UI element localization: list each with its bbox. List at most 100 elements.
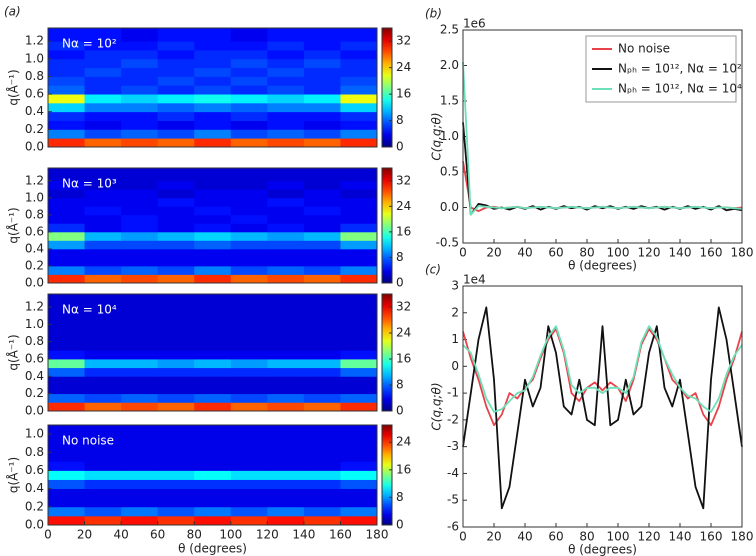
heatmap-cell — [303, 497, 341, 508]
heatmap-cell — [194, 315, 232, 325]
heatmap-cell — [157, 102, 195, 113]
heatmap-cell — [48, 180, 85, 190]
y-tick-label: 0.2 — [25, 386, 44, 400]
colorbar-tick-label: 32 — [396, 34, 411, 48]
y-axis-label: q(Å⁻¹) — [6, 207, 21, 243]
heatmap-cell — [340, 359, 378, 369]
y-tick-label: -1 — [447, 386, 459, 400]
heatmap-cell — [194, 506, 232, 517]
heatmap-cell — [121, 41, 159, 51]
heatmap-cell — [340, 350, 378, 360]
series-line — [462, 306, 743, 510]
heatmap-cell — [84, 223, 122, 233]
heatmap-cell — [84, 50, 122, 60]
heatmap-cell — [267, 425, 305, 435]
heatmap-cell — [267, 138, 305, 148]
heatmap-cell — [157, 402, 195, 412]
heatmap-cell — [84, 265, 122, 275]
heatmap-cell — [194, 274, 232, 284]
heatmap-cell — [48, 434, 85, 444]
heatmap-cell — [121, 94, 159, 104]
heatmap-cell — [267, 461, 305, 471]
heatmap-cell — [267, 102, 305, 113]
heatmap-cell — [267, 307, 305, 317]
heatmap-cell — [303, 479, 341, 490]
colorbar-tick-label: 16 — [396, 352, 411, 366]
heatmap-cell — [340, 385, 378, 395]
heatmap-cell — [267, 488, 305, 499]
heatmap-cell — [48, 94, 85, 104]
y-tick-label: 1 — [451, 332, 459, 346]
panel-title: No noise — [62, 434, 114, 448]
heatmap-cell — [303, 333, 341, 343]
x-tick-label: 60 — [548, 246, 563, 260]
heatmap-cell — [303, 94, 341, 104]
heatmap-cell — [230, 189, 268, 199]
heatmap-cell — [340, 76, 378, 86]
heatmap-cell — [157, 488, 195, 499]
heatmap-cell — [48, 333, 85, 343]
heatmap-cell — [121, 214, 159, 224]
colorbar — [381, 27, 393, 148]
heatmap-cell — [84, 393, 122, 403]
heatmap-cell — [267, 28, 305, 42]
heatmap-cell — [230, 506, 268, 517]
panel-title: Nα = 10³ — [62, 177, 117, 191]
heatmap-cell — [157, 443, 195, 453]
heatmap-cell — [121, 470, 159, 480]
y-tick-label: 0.0 — [25, 518, 44, 532]
heatmap-cell — [48, 341, 85, 351]
heatmap-cell — [267, 257, 305, 267]
heatmap-cell — [194, 488, 232, 499]
y-tick-label: 0.2 — [25, 258, 44, 272]
y-tick-label: 1.5 — [440, 94, 459, 108]
heatmap-cell — [121, 434, 159, 444]
heatmap-cell — [84, 214, 122, 224]
heatmap-cell — [157, 434, 195, 444]
colorbar-tick-label: 0 — [396, 518, 404, 532]
heatmap-cell — [48, 479, 85, 490]
heatmap-cell — [303, 324, 341, 334]
legend-label: Nₚₕ = 10¹², Nα = 10² — [618, 62, 742, 76]
heatmap-cell — [340, 41, 378, 51]
y-tick-label: 0.6 — [25, 463, 44, 477]
heatmap-cell — [230, 461, 268, 471]
heatmap-cell — [230, 515, 268, 526]
x-axis-label: θ (degrees) — [568, 543, 637, 556]
x-axis-label: θ (degrees) — [178, 542, 247, 556]
heatmap-cell — [267, 231, 305, 241]
heatmap-cell — [121, 443, 159, 453]
heatmap-cell — [48, 111, 85, 121]
heatmap-cell — [340, 265, 378, 275]
heatmap-cell — [194, 50, 232, 60]
heatmap-cell — [194, 214, 232, 224]
heatmap-cell — [157, 393, 195, 403]
heatmap-cell — [303, 315, 341, 325]
heatmap-cell — [48, 367, 85, 377]
heatmap-cell — [194, 452, 232, 462]
colorbar-tick-label: 16 — [396, 462, 411, 476]
heatmap-cell — [267, 168, 305, 182]
heatmap-cell — [48, 515, 85, 526]
heatmap-cell — [303, 231, 341, 241]
heatmap-cell — [303, 85, 341, 95]
heatmap-cell — [303, 506, 341, 517]
heatmap-cell — [230, 324, 268, 334]
heatmap-cell — [267, 265, 305, 275]
x-tick-label: 0 — [459, 530, 467, 544]
heatmap-cell — [267, 385, 305, 395]
heatmap-cell — [121, 50, 159, 60]
heatmap-cell — [303, 385, 341, 395]
heatmap-cell — [121, 180, 159, 190]
heatmap-cell — [303, 41, 341, 51]
heatmap-cell — [340, 223, 378, 233]
heatmap-cell — [121, 393, 159, 403]
heatmap-cell — [84, 402, 122, 412]
heatmap-cell — [121, 240, 159, 250]
y-tick-label: -5 — [447, 493, 459, 507]
y-tick-label: 0.6 — [25, 352, 44, 366]
heatmap-cell — [48, 231, 85, 241]
heatmap-cell — [121, 189, 159, 199]
heatmap-cell — [340, 111, 378, 121]
heatmap-cell — [267, 402, 305, 412]
